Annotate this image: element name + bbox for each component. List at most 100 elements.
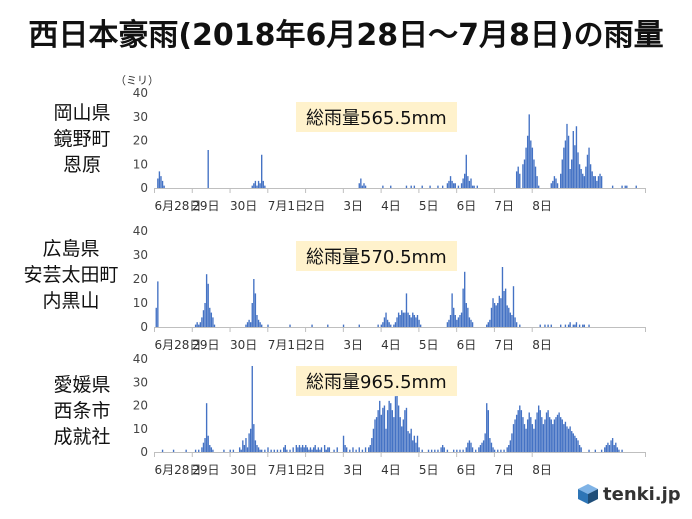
rain-bar <box>462 178 464 188</box>
rain-bar <box>552 180 554 189</box>
rain-bar <box>569 322 571 327</box>
rain-bar <box>415 317 417 327</box>
rain-bar <box>427 449 430 452</box>
x-tick-label: 29日 <box>192 338 219 352</box>
rain-bar <box>250 322 252 327</box>
rain-bar <box>577 440 579 453</box>
rain-bar <box>383 405 386 452</box>
rain-bar <box>245 324 247 327</box>
rain-bar <box>410 185 412 189</box>
rain-bar <box>534 419 537 452</box>
rain-bar <box>522 164 524 188</box>
rain-bar <box>385 312 387 327</box>
rain-bar <box>325 449 327 452</box>
rain-bar <box>158 171 161 189</box>
rain-bar <box>377 410 379 452</box>
rain-bar <box>486 403 488 452</box>
total-rainfall-okayama: 総雨量565.5mm <box>296 102 457 132</box>
rain-bar <box>323 445 326 452</box>
station-label-ehime: 愛媛県 西条市 成就社 <box>27 372 137 450</box>
station-site: 成就社 <box>53 426 111 448</box>
rain-bar <box>560 173 562 188</box>
rain-bar <box>223 449 225 452</box>
rain-bar <box>490 307 493 327</box>
rain-bar <box>405 407 408 452</box>
rain-bar <box>202 310 205 327</box>
rain-bar <box>553 176 556 189</box>
rain-bar <box>267 447 269 452</box>
rain-bar <box>264 185 266 189</box>
rain-bar <box>541 417 543 453</box>
x-tick-label: 6日 <box>457 463 477 477</box>
rain-bar <box>374 419 376 452</box>
rain-bar <box>418 447 420 452</box>
rain-bar <box>253 183 255 188</box>
rain-bar <box>405 293 408 327</box>
rain-bar <box>283 447 285 452</box>
rain-bar <box>415 442 417 452</box>
rain-bar <box>261 324 263 327</box>
rain-bar <box>503 291 505 327</box>
rain-bar <box>368 447 370 452</box>
rain-bar <box>583 176 585 189</box>
rain-bar <box>588 147 590 189</box>
rain-bar <box>547 410 549 452</box>
x-tick-label: 8日 <box>532 338 552 352</box>
rain-bar <box>600 176 603 189</box>
rain-bar <box>475 449 477 452</box>
rain-bar <box>459 315 461 327</box>
rain-bar <box>533 428 535 452</box>
rain-bar <box>569 169 571 188</box>
rain-bar <box>567 324 570 327</box>
rain-bar <box>544 324 546 327</box>
rain-bar <box>396 393 398 453</box>
rain-bar <box>621 185 623 189</box>
rain-bar <box>245 438 247 452</box>
rain-bar <box>437 185 439 189</box>
x-tick-label: 7日 <box>494 338 514 352</box>
rain-bar <box>460 312 463 327</box>
rain-bar <box>497 303 499 327</box>
y-tick-label: 20 <box>133 399 148 413</box>
rain-bar <box>575 438 578 452</box>
y-tick-label: 0 <box>140 181 148 195</box>
rain-bar <box>308 449 310 452</box>
rain-bar <box>196 322 198 327</box>
rain-bar <box>399 417 401 453</box>
rain-bar <box>453 183 455 188</box>
rain-bar <box>256 315 258 327</box>
rain-bar <box>498 295 501 327</box>
rain-bar <box>375 417 378 453</box>
rain-bar <box>256 185 258 189</box>
rain-bar <box>473 185 475 189</box>
rain-bar <box>536 176 538 189</box>
rain-bar <box>430 449 433 452</box>
x-tick-label: 7月1日 <box>268 463 307 477</box>
rain-bar <box>361 185 364 189</box>
rain-bar <box>567 428 570 452</box>
rain-bar <box>240 449 242 452</box>
rain-bar <box>311 449 313 452</box>
rain-bar <box>604 447 606 452</box>
rain-bar <box>599 173 601 188</box>
rain-bar <box>501 267 504 327</box>
rain-bar <box>253 424 255 452</box>
rain-bar <box>316 449 318 452</box>
rain-bar <box>478 447 480 452</box>
rain-bar <box>454 183 456 188</box>
x-tick-label: 2日 <box>306 199 326 213</box>
rain-bar <box>593 176 595 189</box>
rain-bar <box>453 449 455 452</box>
rain-bar <box>410 317 412 327</box>
rain-bar <box>493 449 496 452</box>
rain-bar <box>155 307 157 327</box>
rain-bar <box>555 417 557 453</box>
rain-bar <box>254 440 257 453</box>
rain-bar <box>393 324 395 327</box>
rain-bar <box>402 419 405 452</box>
rain-bar <box>352 447 354 452</box>
rain-bar <box>578 324 581 327</box>
rain-bar <box>624 185 626 189</box>
rain-bar <box>292 447 294 452</box>
rain-bar <box>528 114 530 189</box>
